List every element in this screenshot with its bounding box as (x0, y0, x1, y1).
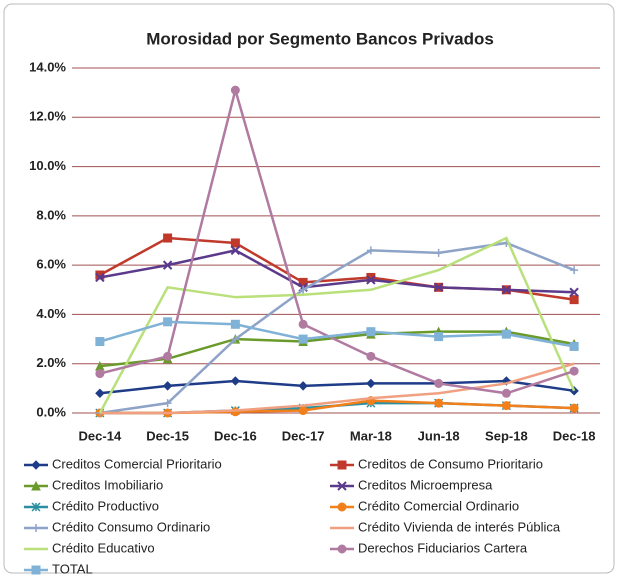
x-tick-label: Sep-18 (485, 428, 528, 443)
data-point (230, 376, 241, 386)
y-tick-label: 6.0% (36, 257, 66, 272)
legend-label: Crédito Comercial Ordinario (358, 498, 519, 513)
legend-marker (31, 480, 41, 491)
y-tick-label: 10.0% (29, 158, 66, 173)
chart-border (3, 3, 615, 574)
data-point (231, 335, 240, 344)
data-point (366, 351, 376, 361)
series-line (99, 379, 575, 395)
legend-label: Crédito Consumo Ordinario (52, 519, 210, 534)
data-point (366, 275, 376, 285)
x-tick-label: Dec-15 (146, 428, 189, 443)
data-point (569, 366, 579, 376)
data-point (434, 248, 443, 257)
data-point (163, 399, 172, 408)
y-tick-label: 12.0% (29, 109, 66, 124)
x-tick-label: Mar-18 (350, 428, 392, 443)
data-point (298, 381, 308, 391)
data-point (298, 406, 308, 416)
legend-label: Derechos Fiduciarios Cartera (358, 540, 528, 555)
series-line (99, 85, 575, 395)
data-point (434, 378, 444, 388)
y-tick-label: 8.0% (36, 207, 66, 222)
data-point (230, 238, 240, 248)
data-point (434, 332, 444, 342)
legend-label: Creditos Microempresa (358, 477, 493, 492)
data-point (569, 295, 579, 305)
data-point (366, 246, 375, 255)
data-point (163, 233, 173, 243)
x-tick-label: Jun-18 (418, 428, 460, 443)
data-point (501, 388, 511, 398)
data-point (298, 334, 308, 344)
x-tick-label: Dec-18 (553, 428, 596, 443)
y-tick-label: 2.0% (36, 355, 66, 370)
series-line (99, 249, 575, 294)
series-line (99, 362, 575, 415)
legend-marker (32, 524, 40, 532)
legend-marker (337, 481, 347, 491)
data-point (95, 337, 105, 347)
data-point (570, 266, 579, 275)
data-point (298, 319, 308, 329)
legend-marker (31, 460, 41, 470)
data-point (95, 388, 105, 398)
data-point (230, 85, 240, 95)
x-tick-label: Dec-16 (214, 428, 257, 443)
series-line (98, 236, 576, 414)
data-point (501, 285, 512, 295)
data-point (434, 398, 444, 408)
data-point (95, 272, 105, 283)
legend-marker (337, 460, 347, 470)
legend-label: Crédito Educativo (52, 540, 155, 555)
data-point (569, 341, 579, 351)
legend-marker (31, 565, 41, 575)
data-point (501, 329, 511, 339)
legend-label: Crédito Productivo (52, 498, 159, 513)
data-point (569, 403, 579, 413)
legend-marker (337, 502, 347, 512)
series-line (99, 330, 575, 368)
data-point (163, 351, 173, 361)
chart-title: Morosidad por Segmento Bancos Privados (146, 29, 494, 48)
data-point (366, 272, 376, 282)
data-point (299, 285, 308, 294)
data-point (95, 369, 105, 379)
x-tick-label: Dec-17 (282, 428, 325, 443)
data-point (366, 327, 376, 337)
y-tick-label: 14.0% (29, 59, 66, 74)
data-point (569, 287, 579, 297)
data-point (162, 260, 173, 270)
legend-label: Creditos Comercial Prioritario (52, 456, 222, 471)
data-point (230, 319, 240, 329)
y-tick-label: 0.0% (36, 404, 66, 419)
legend-label: Creditos Imobiliario (52, 477, 163, 492)
series-line (99, 320, 575, 348)
data-point (95, 270, 105, 280)
x-tick-label: Dec-14 (79, 428, 122, 443)
data-point (230, 245, 241, 256)
data-point (501, 401, 511, 411)
data-point (366, 378, 376, 389)
legend-label: Creditos de Consumo Prioritario (358, 456, 543, 471)
legend-marker (31, 502, 41, 512)
data-point (163, 317, 173, 327)
y-tick-label: 4.0% (36, 306, 66, 321)
legend-label: TOTAL (52, 561, 93, 576)
legend-label: Crédito Vivienda de interés Pública (358, 519, 561, 534)
legend-marker (337, 544, 347, 554)
data-point (162, 381, 173, 391)
data-point (433, 282, 444, 293)
